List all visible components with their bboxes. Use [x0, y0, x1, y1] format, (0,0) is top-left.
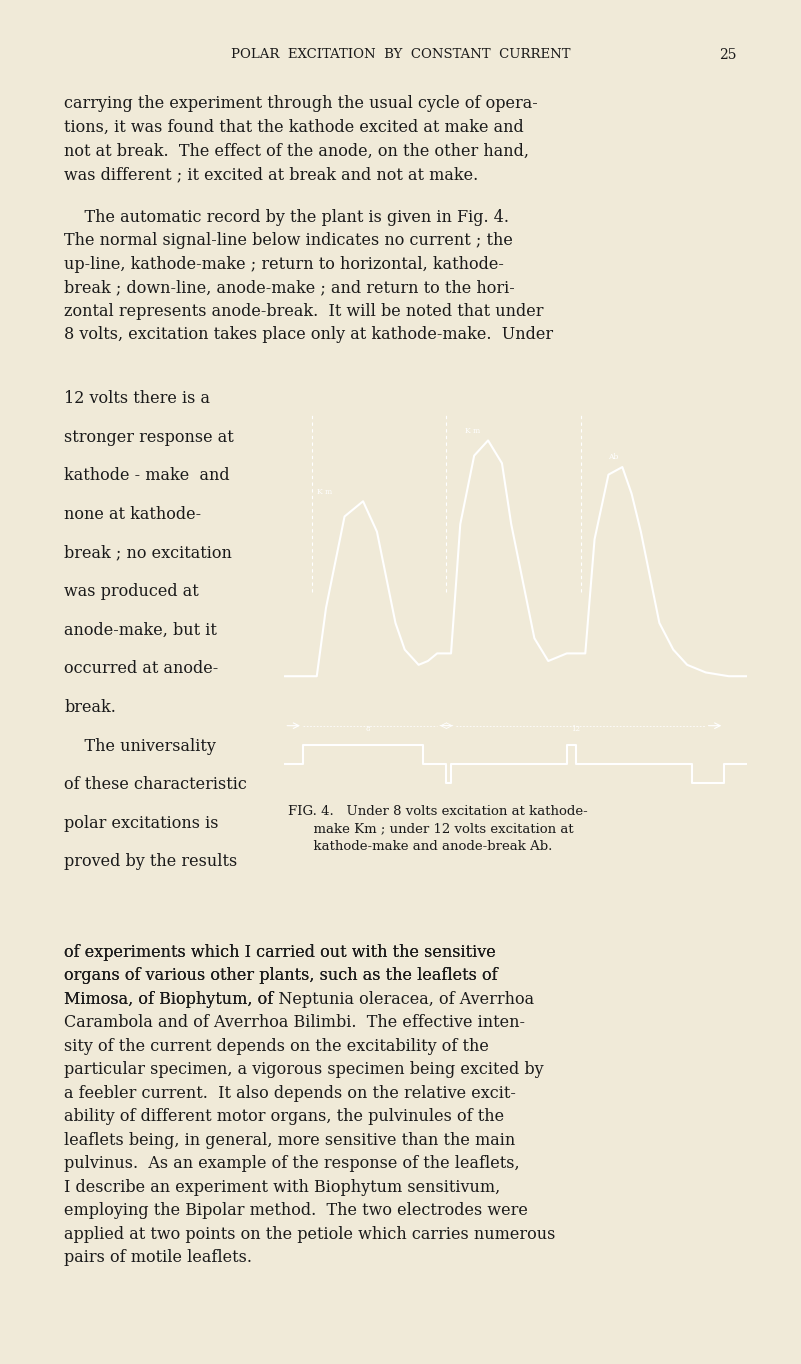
Text: break ; no excitation: break ; no excitation	[64, 544, 232, 562]
Text: break.: break.	[64, 698, 116, 716]
Text: of experiments which I carried out with the sensitive
organs of various other pl: of experiments which I carried out with …	[64, 944, 497, 1008]
Text: of experiments which I carried out with the sensitive
organs of various other pl: of experiments which I carried out with …	[64, 944, 555, 1266]
Text: K m: K m	[465, 427, 480, 435]
Text: The universality: The universality	[64, 738, 216, 754]
Text: polar excitations is: polar excitations is	[64, 814, 219, 832]
Text: occurred at anode-: occurred at anode-	[64, 660, 219, 678]
Text: proved by the results: proved by the results	[64, 854, 237, 870]
Text: Ab: Ab	[609, 453, 619, 461]
Text: The automatic record by the plant is given in Fig. 4.
The normal signal-line bel: The automatic record by the plant is giv…	[64, 209, 553, 344]
Text: anode-make, but it: anode-make, but it	[64, 622, 217, 638]
Text: 8: 8	[365, 726, 370, 734]
Text: FIG. 4.   Under 8 volts excitation at kathode-
      make Km ; under 12 volts ex: FIG. 4. Under 8 volts excitation at kath…	[288, 805, 588, 852]
Text: was produced at: was produced at	[64, 584, 199, 600]
Text: stronger response at: stronger response at	[64, 428, 234, 446]
Text: 12 volts there is a: 12 volts there is a	[64, 390, 210, 406]
Text: 12: 12	[572, 726, 581, 734]
Text: none at kathode-: none at kathode-	[64, 506, 201, 522]
Text: of these characteristic: of these characteristic	[64, 776, 247, 792]
Text: K m: K m	[316, 488, 332, 495]
Text: kathode - make  and: kathode - make and	[64, 468, 230, 484]
Text: carrying the experiment through the usual cycle of opera-
tions, it was found th: carrying the experiment through the usua…	[64, 95, 537, 183]
Text: POLAR  EXCITATION  BY  CONSTANT  CURRENT: POLAR EXCITATION BY CONSTANT CURRENT	[231, 48, 570, 61]
Text: 25: 25	[719, 48, 737, 61]
